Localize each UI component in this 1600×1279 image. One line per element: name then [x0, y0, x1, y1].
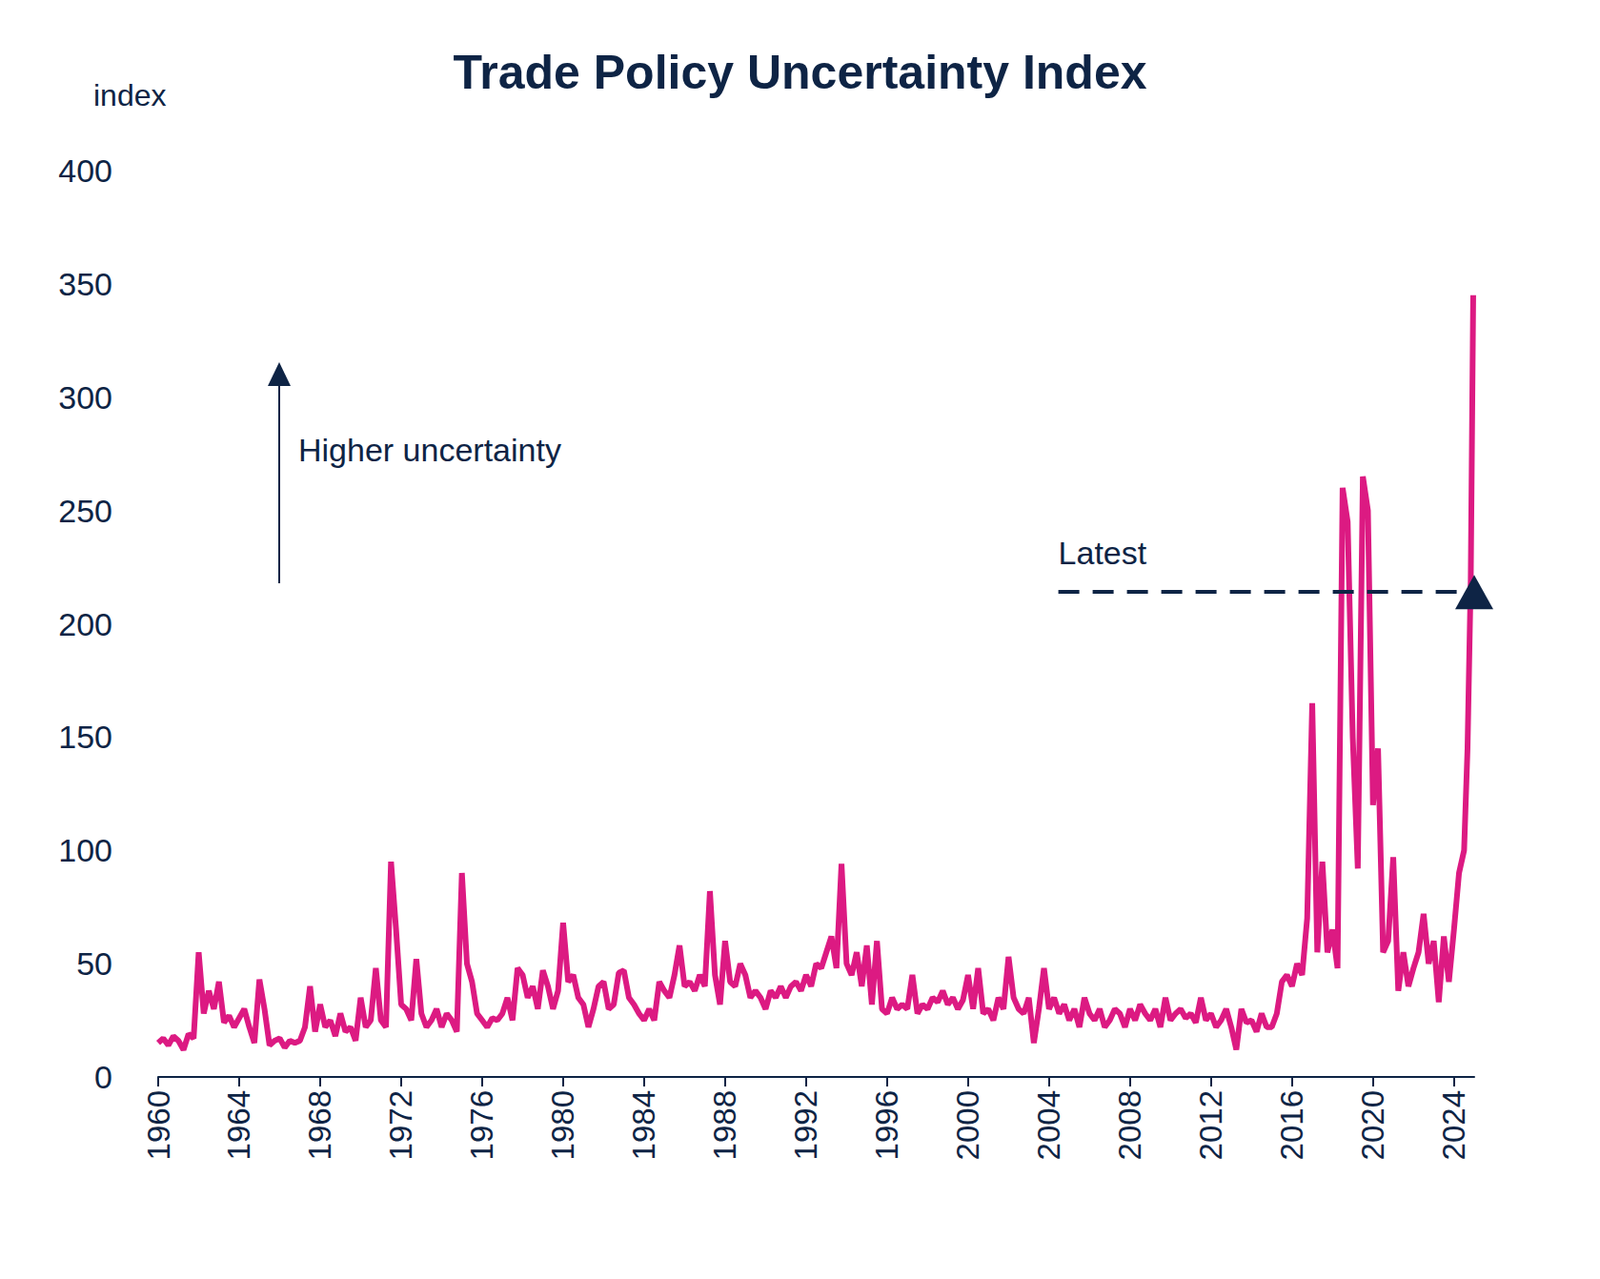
svg-text:1960: 1960: [141, 1090, 177, 1160]
svg-text:1972: 1972: [383, 1090, 419, 1160]
svg-text:2004: 2004: [1031, 1090, 1067, 1160]
svg-text:1964: 1964: [221, 1090, 257, 1160]
svg-text:2020: 2020: [1355, 1090, 1391, 1160]
svg-text:1988: 1988: [707, 1090, 743, 1160]
svg-text:2000: 2000: [950, 1090, 986, 1160]
svg-text:100: 100: [58, 831, 113, 869]
svg-text:Higher uncertainty: Higher uncertainty: [298, 431, 562, 468]
svg-text:Trade Policy Uncertainty Index: Trade Policy Uncertainty Index: [452, 45, 1147, 100]
svg-text:2024: 2024: [1436, 1090, 1472, 1160]
svg-text:0: 0: [94, 1058, 113, 1095]
svg-text:250: 250: [58, 492, 113, 529]
svg-text:Latest: Latest: [1058, 534, 1148, 571]
svg-text:1996: 1996: [869, 1090, 905, 1160]
svg-text:1992: 1992: [788, 1090, 824, 1160]
svg-text:index: index: [93, 78, 167, 113]
svg-text:200: 200: [58, 606, 113, 643]
svg-text:2016: 2016: [1274, 1090, 1310, 1160]
svg-text:300: 300: [58, 379, 113, 416]
svg-text:1976: 1976: [464, 1090, 500, 1160]
svg-text:1984: 1984: [626, 1090, 662, 1160]
svg-text:1968: 1968: [302, 1090, 338, 1160]
svg-text:1980: 1980: [545, 1090, 581, 1160]
svg-text:400: 400: [58, 152, 113, 189]
svg-text:2008: 2008: [1112, 1090, 1148, 1160]
svg-text:50: 50: [76, 945, 113, 982]
svg-text:350: 350: [58, 265, 113, 303]
svg-text:2012: 2012: [1193, 1090, 1229, 1160]
svg-text:150: 150: [58, 718, 113, 755]
